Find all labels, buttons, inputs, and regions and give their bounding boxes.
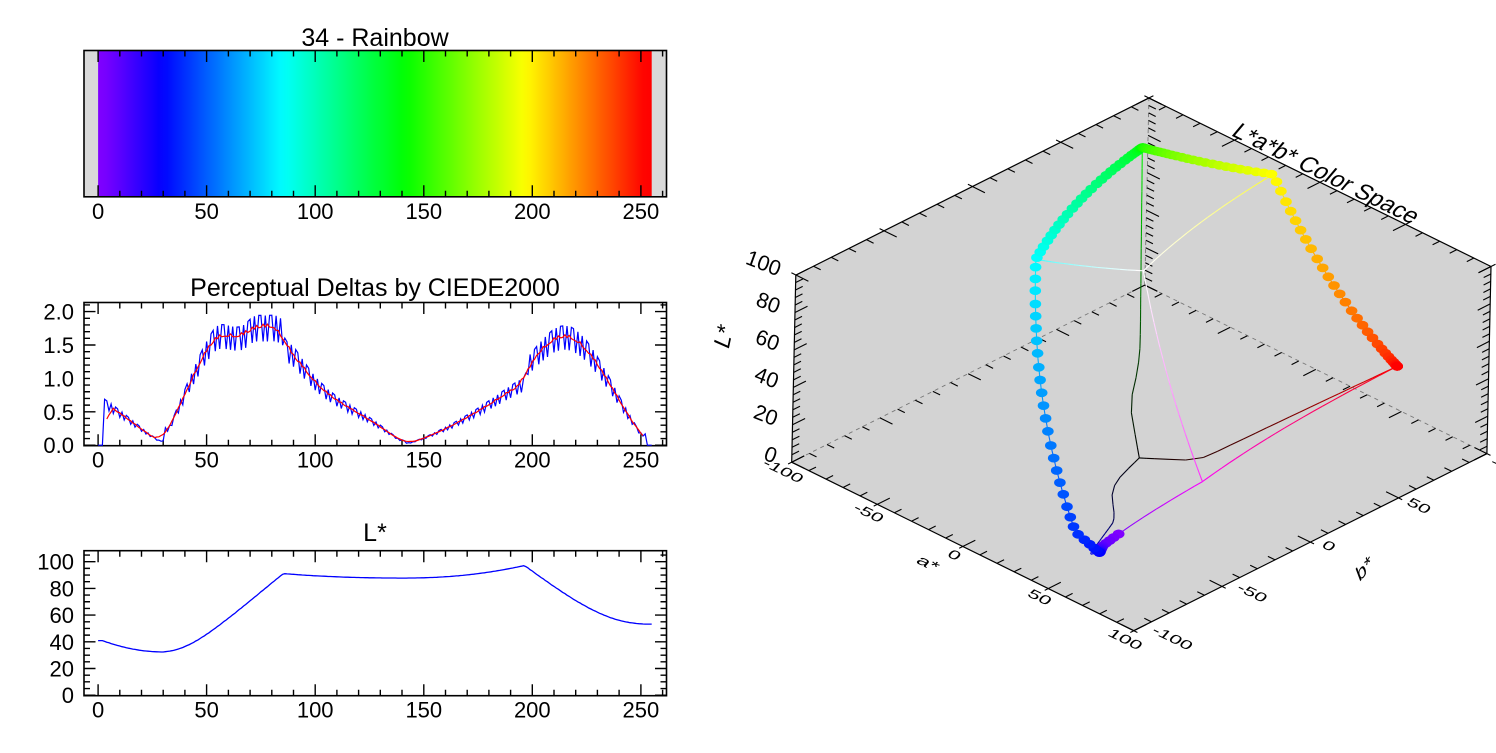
- svg-text:34 - Rainbow: 34 - Rainbow: [301, 24, 449, 52]
- svg-text:1.0: 1.0: [43, 366, 74, 391]
- svg-text:100: 100: [37, 550, 74, 575]
- svg-text:200: 200: [514, 448, 551, 473]
- svg-text:20: 20: [50, 657, 74, 682]
- svg-text:0: 0: [62, 683, 74, 708]
- svg-text:250: 250: [623, 698, 660, 723]
- svg-text:L*: L*: [363, 519, 387, 547]
- svg-text:0.5: 0.5: [43, 400, 74, 425]
- svg-text:0.0: 0.0: [43, 433, 74, 458]
- svg-text:Perceptual Deltas by CIEDE2000: Perceptual Deltas by CIEDE2000: [190, 274, 560, 302]
- svg-text:100: 100: [297, 199, 334, 224]
- svg-text:80: 80: [50, 576, 74, 601]
- svg-text:200: 200: [514, 199, 551, 224]
- svg-text:250: 250: [623, 199, 660, 224]
- svg-text:100: 100: [297, 448, 334, 473]
- svg-text:200: 200: [514, 698, 551, 723]
- svg-text:150: 150: [405, 448, 442, 473]
- svg-text:0: 0: [92, 698, 104, 723]
- svg-text:0: 0: [92, 199, 104, 224]
- svg-text:0: 0: [92, 448, 104, 473]
- svg-text:100: 100: [297, 698, 334, 723]
- svg-text:40: 40: [50, 630, 74, 655]
- svg-text:1.5: 1.5: [43, 333, 74, 358]
- svg-text:50: 50: [194, 698, 218, 723]
- svg-text:50: 50: [194, 199, 218, 224]
- svg-text:50: 50: [194, 448, 218, 473]
- svg-text:60: 60: [50, 603, 74, 628]
- svg-text:2.0: 2.0: [43, 300, 74, 325]
- svg-text:250: 250: [623, 448, 660, 473]
- svg-text:150: 150: [405, 698, 442, 723]
- svg-text:150: 150: [405, 199, 442, 224]
